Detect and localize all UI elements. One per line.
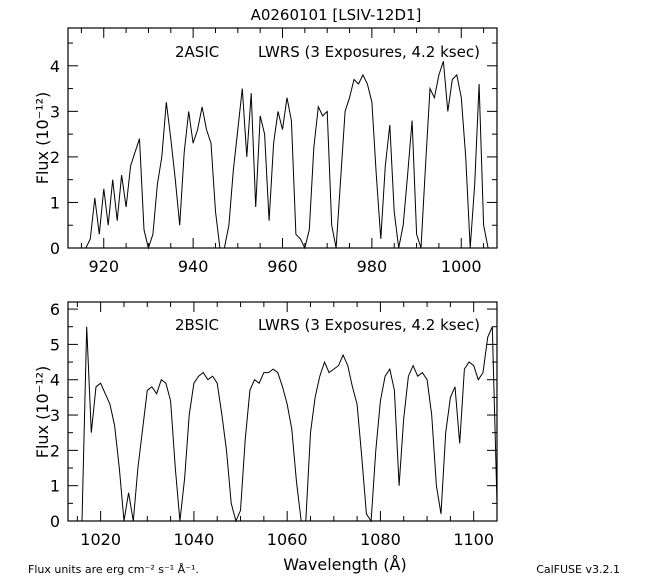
y-tick-label: 1 — [50, 193, 60, 212]
panel-bottom-annotation-info: LWRS (3 Exposures, 4.2 ksec) — [258, 316, 480, 334]
y-tick-label: 1 — [50, 477, 60, 496]
y-tick-label: 6 — [50, 300, 60, 319]
x-tick-label: 960 — [267, 257, 298, 276]
panel-bottom-ylabel: Flux (10⁻¹²) — [33, 366, 52, 458]
y-tick-label: 0 — [50, 512, 60, 531]
y-tick-label: 3 — [50, 406, 60, 425]
y-tick-label: 3 — [50, 102, 60, 121]
x-tick-label: 940 — [178, 257, 209, 276]
x-tick-label: 1000 — [441, 257, 482, 276]
x-tick-label: 1080 — [360, 530, 401, 549]
x-tick-label: 1060 — [267, 530, 308, 549]
software-version: CalFUSE v3.2.1 — [536, 563, 620, 576]
flux-units-note: Flux units are erg cm⁻² s⁻¹ Å⁻¹. — [28, 563, 199, 576]
plot-frame — [67, 27, 498, 249]
figure-title: A0260101 [LSIV-12D1] — [251, 6, 422, 24]
x-tick-label: 1040 — [174, 530, 215, 549]
panel-top-annotation-channel: 2ASIC — [175, 43, 219, 61]
y-tick-label: 2 — [50, 148, 60, 167]
x-axis-label: Wavelength (Å) — [283, 555, 406, 574]
x-tick-label: 920 — [88, 257, 119, 276]
y-tick-label: 4 — [50, 57, 60, 76]
x-tick-label: 980 — [357, 257, 388, 276]
panel-bottom: 2BSIC LWRS (3 Exposures, 4.2 ksec) Flux … — [33, 300, 498, 549]
flux-spectrum-line — [68, 61, 489, 250]
y-tick-label: 2 — [50, 441, 60, 460]
flux-spectrum-line — [81, 326, 498, 523]
plot-frame — [67, 301, 498, 522]
x-tick-label: 1020 — [80, 530, 121, 549]
y-tick-label: 4 — [50, 371, 60, 390]
x-tick-label: 1100 — [453, 530, 494, 549]
y-tick-label: 5 — [50, 335, 60, 354]
panel-top: 2ASIC LWRS (3 Exposures, 4.2 ksec) Flux … — [33, 27, 498, 276]
y-tick-label: 0 — [50, 239, 60, 258]
panel-top-ylabel: Flux (10⁻¹²) — [33, 92, 52, 184]
panel-bottom-annotation-channel: 2BSIC — [175, 316, 219, 334]
panel-top-annotation-info: LWRS (3 Exposures, 4.2 ksec) — [258, 43, 480, 61]
